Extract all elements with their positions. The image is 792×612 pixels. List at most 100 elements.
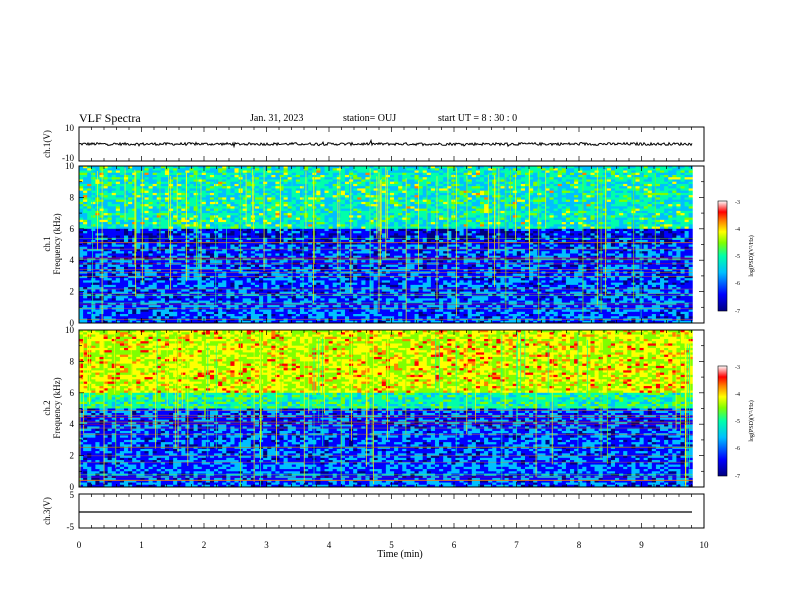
spec-cell	[426, 210, 432, 214]
spec-cell	[373, 190, 379, 194]
spec-cell	[651, 219, 657, 223]
spec-cell	[590, 213, 595, 216]
spec-cell	[250, 172, 256, 176]
spec-cell	[463, 166, 469, 169]
spec-cell	[230, 224, 235, 227]
spec-cell	[279, 177, 284, 180]
spec-cell	[316, 170, 321, 174]
spec-cell	[541, 195, 546, 198]
spec-cell	[316, 206, 321, 210]
spec-cell	[508, 170, 514, 174]
spec-cell	[222, 231, 227, 234]
spec-cell	[680, 188, 685, 192]
spec-cell	[181, 192, 186, 196]
spec-cell	[275, 226, 280, 230]
spec-cell	[308, 210, 313, 214]
spec-cell	[688, 166, 694, 169]
spec-cell	[320, 201, 325, 205]
spec-cell	[610, 195, 616, 198]
spec-cell	[193, 208, 199, 212]
spec-cell	[414, 168, 420, 171]
spec-cell	[500, 210, 505, 214]
spec-cell	[561, 166, 567, 169]
spec-cell	[304, 231, 309, 234]
spec-cell	[222, 172, 227, 176]
spec-cell	[357, 233, 362, 236]
spec-cell	[394, 174, 399, 178]
spec-cell	[471, 208, 477, 212]
spec-cell	[148, 199, 154, 203]
spec-cell	[475, 206, 481, 210]
spec-cell	[254, 215, 260, 218]
spec-cell	[152, 228, 158, 232]
spec-cell	[508, 210, 514, 214]
spec-cell	[660, 192, 665, 196]
spec-cell	[218, 168, 223, 171]
spec-cell	[320, 226, 325, 230]
spec-cell	[533, 177, 538, 180]
spec-cell	[512, 201, 518, 205]
spec-cell	[512, 224, 518, 227]
spec-cell	[267, 217, 272, 221]
spec-cell	[660, 204, 665, 207]
spec-cell	[336, 168, 342, 171]
spec-cell	[668, 188, 673, 192]
spec-cell	[582, 195, 587, 198]
spec-cell	[680, 192, 685, 196]
spec-cell	[308, 174, 313, 178]
spec-cell	[479, 195, 485, 198]
spec-cell	[119, 188, 125, 192]
spec-cell	[520, 206, 526, 210]
spec-cell	[672, 224, 677, 227]
spec-cell	[471, 170, 477, 174]
spec-cell	[283, 206, 289, 210]
spec-cell	[308, 201, 313, 205]
spec-cell	[610, 183, 616, 187]
spec-cell	[193, 213, 199, 216]
spec-cell	[418, 172, 424, 176]
spec-cell	[111, 195, 117, 198]
spec-cell	[623, 231, 628, 234]
spec-cell	[680, 201, 685, 205]
spec-cell	[545, 172, 550, 176]
ch1-ylabel: ch.1(V)	[42, 130, 52, 158]
spec-cell	[218, 170, 223, 174]
spec-cell	[394, 217, 399, 221]
spec-cell	[173, 210, 178, 214]
spec-cell	[582, 197, 587, 201]
spec-cell	[271, 235, 276, 239]
spec-cell	[263, 228, 268, 232]
spec-cell	[115, 206, 121, 210]
spec-cell	[267, 226, 272, 230]
spec-cell	[349, 222, 354, 225]
spec-cell	[402, 172, 407, 176]
spec-cell	[328, 228, 334, 232]
spec-cell	[381, 235, 387, 239]
spec-cell	[459, 197, 465, 201]
spec-cell	[83, 215, 88, 218]
spec-cell	[582, 215, 587, 218]
spec-cell	[91, 172, 96, 176]
spec-cell	[606, 197, 612, 201]
spec-cell	[361, 197, 366, 201]
spec-cell	[103, 190, 109, 194]
spec-cell	[177, 235, 182, 239]
spec-cell	[537, 233, 542, 236]
spec-cell	[295, 228, 301, 232]
spec-cell	[623, 186, 628, 189]
spec-cell	[234, 172, 239, 176]
spec-cell	[635, 210, 640, 214]
spec-cell	[156, 177, 162, 180]
spec-cell	[259, 183, 264, 187]
spec-cell	[201, 233, 207, 236]
spec-cell	[193, 215, 199, 218]
spec-cell	[606, 206, 612, 210]
spec-cell	[344, 186, 350, 189]
spec-cell	[389, 186, 395, 189]
spec-cell	[463, 183, 469, 187]
spec-cell	[504, 199, 510, 203]
spec-cell	[275, 215, 280, 218]
spec-cell	[230, 213, 235, 216]
spec-cell	[152, 168, 158, 171]
spec-cell	[181, 166, 186, 169]
